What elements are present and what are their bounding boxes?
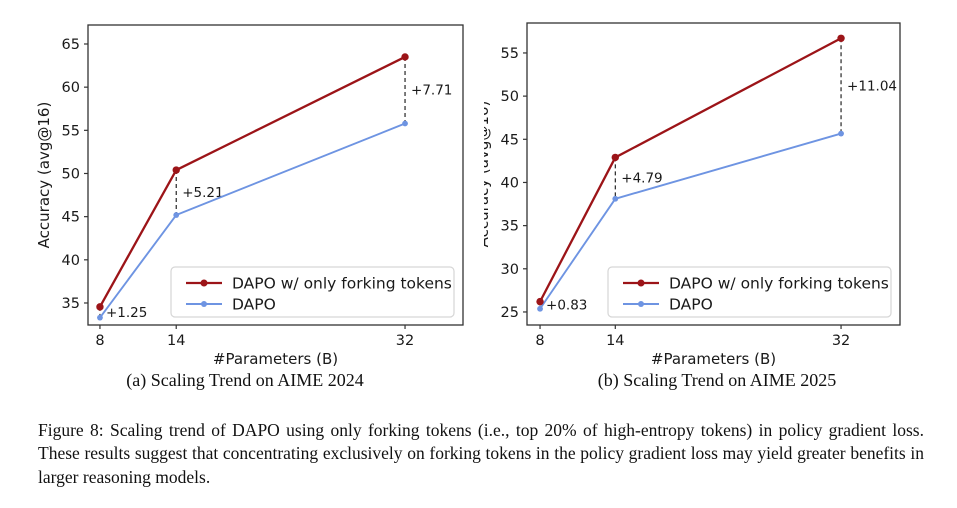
gap-annotation: +7.71: [411, 83, 452, 99]
gap-annotation: +1.25: [106, 305, 147, 321]
data-point-dapo: [173, 212, 180, 218]
y-tick-label: 40: [62, 253, 80, 269]
legend-marker-dot: [200, 279, 208, 287]
legend-label: DAPO w/ only forking tokens: [669, 275, 889, 293]
data-point-forking: [401, 53, 409, 61]
legend-marker-dot: [637, 279, 645, 287]
y-axis-label: Accuracy (avg@16): [484, 101, 492, 248]
legend-marker-dot: [201, 301, 207, 307]
chart-panel-a: 8 14 32 35 40 45 50 55 60 65 #Parameters (B) Accura…: [12, 8, 478, 391]
y-tick-label: 65: [62, 37, 80, 53]
data-point-forking: [611, 153, 619, 162]
gap-annotation: +5.21: [182, 185, 223, 201]
legend-label: DAPO: [232, 296, 276, 314]
x-tick-label: 14: [167, 333, 185, 349]
y-tick-label: 60: [62, 80, 80, 96]
x-tick-label: 32: [396, 333, 414, 349]
series-line-forking: [539, 37, 842, 303]
legend-label: DAPO: [669, 296, 713, 314]
x-tick-label: 32: [832, 333, 850, 349]
subcaption-b: (b) Scaling Trend on AIME 2025: [597, 370, 837, 390]
y-tick-label: 45: [501, 132, 519, 148]
legend-marker-dot: [638, 301, 644, 307]
y-tick-label: 45: [62, 210, 80, 226]
data-point-forking: [96, 303, 104, 311]
data-point-dapo: [97, 314, 103, 321]
x-tick-label: 8: [95, 333, 104, 349]
x-tick-label: 14: [606, 333, 624, 349]
subcaption-a: (a) Scaling Trend on AIME 2024: [126, 370, 364, 390]
y-tick-label: 35: [62, 296, 80, 312]
gap-annotation: +4.79: [621, 171, 662, 187]
gap-annotation: +0.83: [546, 298, 587, 314]
figure-caption: Figure 8: Scaling trend of DAPO using on…: [38, 420, 924, 487]
x-axis-label: #Parameters (B): [651, 350, 776, 368]
data-point-forking: [837, 34, 845, 42]
plot-frame: [526, 22, 901, 326]
x-tick-label: 8: [535, 333, 544, 349]
data-point-dapo: [537, 305, 543, 312]
gap-annotation: +11.04: [847, 78, 897, 94]
y-tick-label: 55: [501, 46, 519, 62]
y-tick-label: 50: [501, 89, 519, 105]
y-tick-label: 55: [62, 123, 80, 139]
legend-box: [170, 266, 455, 318]
charts-row: 8 14 32 35 40 45 50 55 60 65 #Parameters (B) Accura…: [12, 8, 950, 391]
y-tick-label: 35: [501, 219, 519, 235]
legend-label: DAPO w/ only forking tokens: [232, 275, 452, 293]
data-point-dapo: [838, 130, 844, 137]
y-axis-label: Accuracy (avg@16): [35, 102, 53, 249]
line-chart-aime-2025: 8 14 32 25 30 35 40 45 50 55 #Parameters (B) Accura…: [484, 22, 901, 368]
plot-frame: [87, 24, 464, 326]
y-tick-label: 50: [62, 166, 80, 182]
x-axis-label: #Parameters (B): [213, 350, 338, 368]
chart-panel-b: 8 14 32 25 30 35 40 45 50 55 #Parameters (B) Accura…: [484, 8, 950, 391]
data-point-dapo: [612, 195, 619, 202]
y-tick-label: 25: [501, 305, 519, 321]
y-tick-label: 40: [501, 175, 519, 191]
data-point-dapo: [402, 120, 408, 127]
data-point-forking: [536, 297, 544, 306]
legend-box: [607, 266, 892, 318]
data-point-forking: [172, 166, 180, 174]
y-tick-label: 30: [501, 262, 519, 278]
line-chart-aime-2024: 8 14 32 35 40 45 50 55 60 65 #Parameters (B) Accura…: [35, 24, 464, 368]
